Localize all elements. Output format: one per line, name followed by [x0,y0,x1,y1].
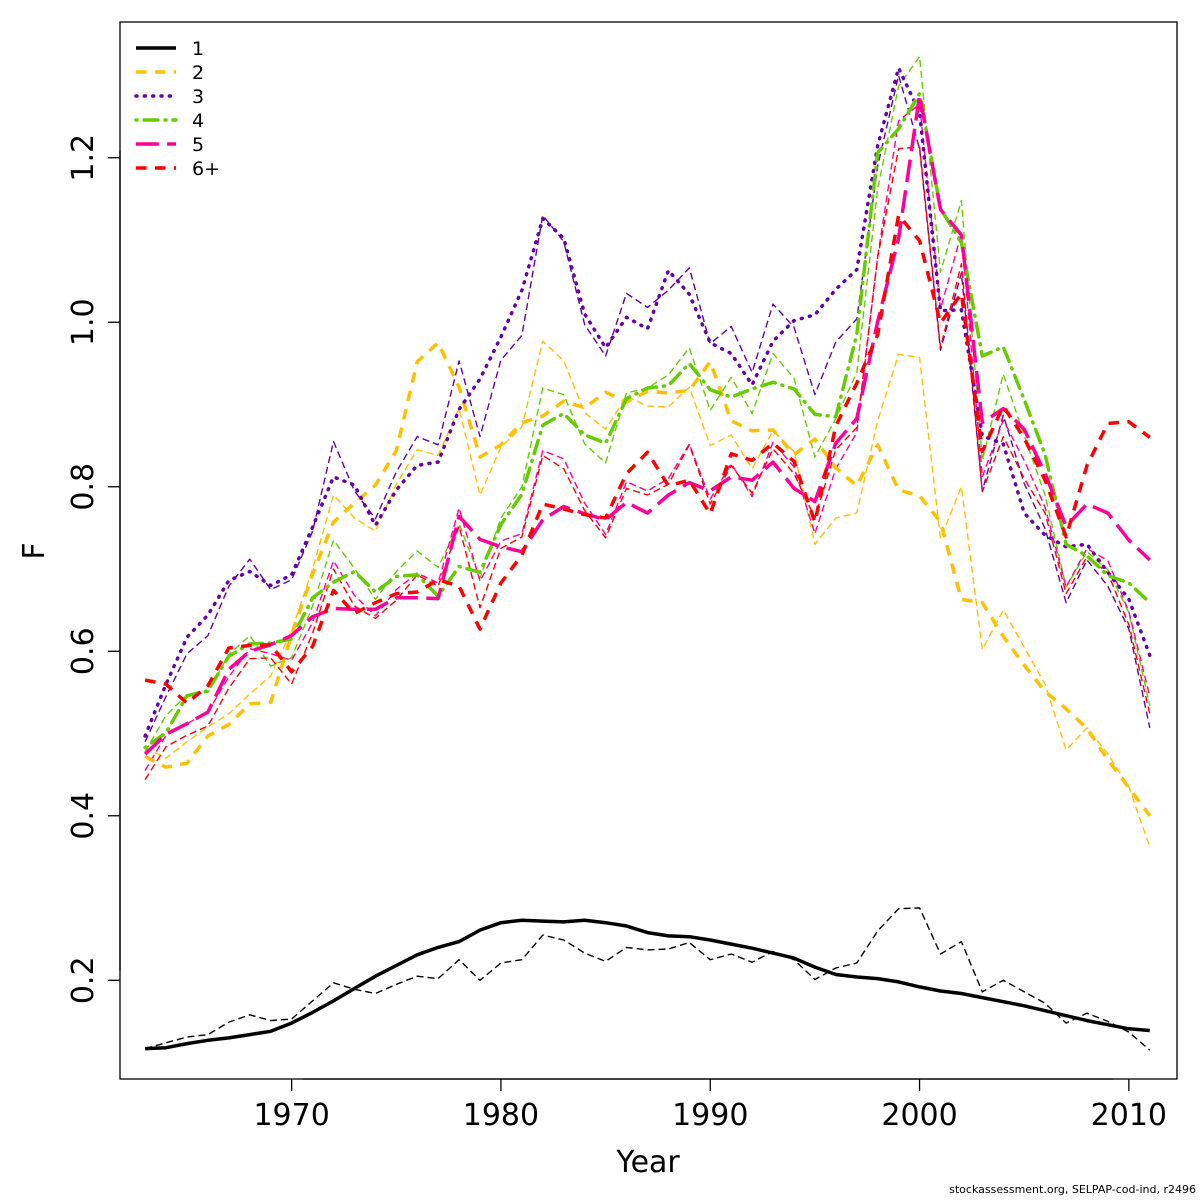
x-axis-title: Year [615,1145,680,1180]
y-tick-label: 1.2 [66,134,101,182]
series-line-5 [143,93,1152,756]
y-tick-label: 0.8 [66,463,101,511]
legend-label: 5 [192,134,204,156]
comparison-line-1 [144,907,1151,1051]
legend-label: 6+ [192,158,220,180]
series-line-3 [143,66,1152,738]
series-line-2 [144,341,1152,817]
series-line-1 [145,918,1150,1051]
legend-label: 1 [192,38,204,60]
comparison-line-2 [144,340,1151,848]
series-line-4 [143,91,1152,750]
y-axis-title: F [17,542,52,559]
x-tick-label: 2010 [1091,1098,1167,1133]
x-axis: 1970 1980 1990 2000 2010 [253,1078,1167,1133]
y-tick-label: 0.2 [66,956,101,1004]
legend-label: 3 [192,86,204,108]
legend-label: 4 [192,110,204,132]
y-tick-label: 0.4 [66,792,101,840]
x-tick-label: 1990 [672,1098,748,1133]
legend-label: 2 [192,62,204,84]
footer-credit: stockassessment.org, SELPAP-cod-ind, r24… [949,1183,1196,1196]
y-tick-label: 1.0 [66,298,101,346]
x-tick-label: 1980 [463,1098,539,1133]
x-tick-label: 1970 [253,1098,329,1133]
series-line-6plus [144,213,1151,705]
y-tick-label: 0.6 [66,627,101,675]
comparison-line-6plus [144,146,1151,780]
y-axis: 0.2 0.4 0.6 0.8 1.0 1.2 [66,134,121,1004]
series-lines [143,66,1152,1051]
x-tick-label: 2000 [881,1098,957,1133]
